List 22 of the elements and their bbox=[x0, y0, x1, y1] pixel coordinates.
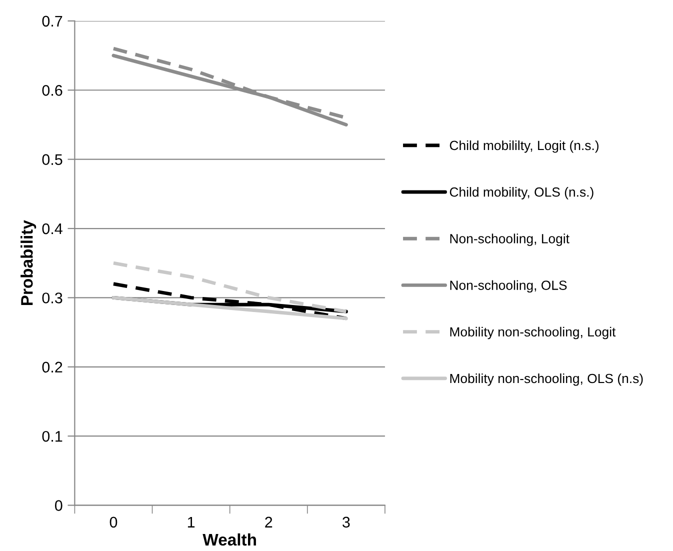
y-axis-title: Probability bbox=[20, 220, 36, 306]
legend-label: Mobility non-schooling, Logit bbox=[450, 326, 616, 340]
x-tick-label: 3 bbox=[342, 516, 350, 528]
legend-label: Mobility non-schooling, OLS (n.s) bbox=[450, 373, 643, 386]
y-tick-label: 0.3 bbox=[42, 292, 62, 304]
y-tick-label: 0.6 bbox=[42, 84, 62, 96]
x-axis-title: Wealth bbox=[202, 533, 256, 546]
legend-label: Non-schooling, Logit bbox=[450, 234, 570, 246]
line-series bbox=[112, 296, 348, 320]
legend-label: Child mobililty, Logit (n.s.) bbox=[450, 140, 598, 153]
legend-label: Child mobility, OLS (n.s.) bbox=[450, 187, 594, 200]
x-tick-label: 1 bbox=[188, 516, 195, 528]
x-tick-label: 0 bbox=[110, 516, 118, 528]
y-tick-label: 0 bbox=[55, 500, 62, 511]
y-tick-label: 0.4 bbox=[42, 223, 62, 234]
line-series bbox=[112, 261, 348, 314]
legend-label: Non-schooling, OLS bbox=[450, 280, 567, 293]
y-tick-label: 0.2 bbox=[42, 362, 62, 373]
x-tick-label: 2 bbox=[265, 516, 272, 528]
y-tick-label: 0.1 bbox=[42, 430, 62, 442]
y-tick-label: 0.5 bbox=[42, 154, 62, 166]
y-tick-label: 0.7 bbox=[42, 16, 62, 27]
